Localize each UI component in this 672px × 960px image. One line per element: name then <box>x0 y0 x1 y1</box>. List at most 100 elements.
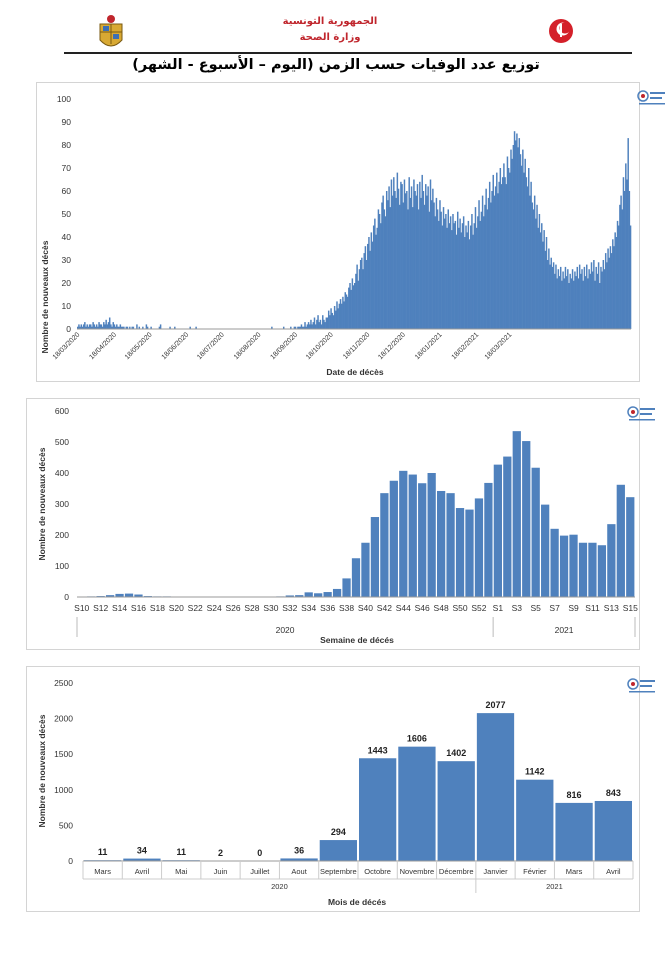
weekly-deaths-chart: Nombre de nouveaux décès Semaine de décé… <box>37 406 638 645</box>
bar <box>555 264 557 329</box>
bar <box>494 186 497 329</box>
bar <box>349 283 351 329</box>
bar <box>105 595 115 597</box>
bar <box>493 195 496 329</box>
bar <box>304 592 313 597</box>
bar <box>511 158 513 329</box>
bar <box>437 761 475 861</box>
bar <box>492 174 494 329</box>
bar <box>539 232 542 329</box>
bar <box>562 271 564 329</box>
x-tick-label: 18/12/2020 <box>377 331 407 361</box>
bar <box>550 528 559 597</box>
bar <box>549 264 551 329</box>
bar <box>451 230 453 329</box>
bar <box>370 232 373 329</box>
bar <box>380 223 382 329</box>
tunisia-emblem-icon <box>96 14 126 52</box>
bar <box>606 262 608 329</box>
bar <box>565 276 568 329</box>
bar <box>601 271 603 329</box>
x-tick-label: S5 <box>530 603 541 613</box>
bar <box>536 204 538 329</box>
bar <box>490 202 492 329</box>
bar <box>519 154 522 329</box>
x-tick-label: 18/02/2021 <box>451 331 481 361</box>
x-tick-label: Décembre <box>439 867 474 876</box>
bar <box>421 174 423 329</box>
bar <box>594 800 632 861</box>
x-tick-label: 18/04/2020 <box>88 331 118 361</box>
bar <box>351 278 354 329</box>
bar <box>474 207 477 329</box>
bar <box>493 464 502 597</box>
bar <box>552 262 555 329</box>
bar <box>348 287 350 329</box>
bar <box>111 326 113 329</box>
bar <box>545 237 548 329</box>
bar <box>446 227 448 329</box>
bar <box>97 326 99 329</box>
data-label: 36 <box>294 845 304 855</box>
bar <box>505 184 508 329</box>
x-tick-label: Septembre <box>320 867 357 876</box>
bar <box>332 315 335 329</box>
bar <box>309 324 311 329</box>
bar <box>497 193 499 329</box>
bar <box>503 456 512 597</box>
bar <box>455 508 465 597</box>
bar <box>336 301 338 329</box>
x-tick-label: S22 <box>188 603 203 613</box>
y-tick-label: 50 <box>62 209 72 219</box>
bar <box>551 266 554 329</box>
bar <box>483 216 485 329</box>
group-label-2020: 2020 <box>276 625 295 635</box>
bar <box>394 191 396 329</box>
x-tick-label: S36 <box>320 603 335 613</box>
x-tick-label: S1 <box>493 603 504 613</box>
bar <box>526 186 529 329</box>
bar <box>572 280 575 329</box>
data-label: 11 <box>98 847 108 857</box>
bar <box>408 474 417 597</box>
bar <box>576 266 579 329</box>
bar <box>513 131 516 329</box>
x-tick-label: S9 <box>568 603 579 613</box>
bar <box>465 225 467 329</box>
bar <box>406 191 408 329</box>
bar <box>608 257 610 329</box>
bar <box>477 216 479 329</box>
bar <box>118 326 120 329</box>
bar <box>86 324 88 329</box>
bar <box>114 326 117 329</box>
group-label-2020: 2020 <box>271 882 288 891</box>
bar <box>385 191 388 329</box>
bar <box>195 326 197 329</box>
bar <box>586 264 588 329</box>
bar <box>475 227 478 329</box>
bar <box>354 283 356 329</box>
bar <box>520 165 523 329</box>
bar <box>123 858 161 861</box>
bar <box>522 441 531 597</box>
bar <box>436 209 439 329</box>
bar <box>530 181 532 329</box>
x-tick-label: S46 <box>415 603 430 613</box>
bar <box>466 232 468 329</box>
bar <box>569 534 578 597</box>
bar <box>123 326 125 329</box>
x-tick-label: 18/10/2020 <box>305 331 335 361</box>
data-label: 2077 <box>485 700 505 710</box>
bar <box>503 163 505 329</box>
x-tick-label: S34 <box>301 603 316 613</box>
bar <box>94 326 97 329</box>
bar <box>499 168 502 329</box>
bar <box>124 593 134 597</box>
bar <box>371 241 374 329</box>
bar <box>285 595 294 597</box>
bar <box>467 220 470 329</box>
y-tick-label: 0 <box>68 856 73 866</box>
page-title: توزيع عدد الوفيات حسب الزمن (اليوم – الأ… <box>132 57 540 73</box>
x-tick-label: Février <box>523 867 547 876</box>
republic-name: الجمهورية التونسية <box>282 16 378 27</box>
